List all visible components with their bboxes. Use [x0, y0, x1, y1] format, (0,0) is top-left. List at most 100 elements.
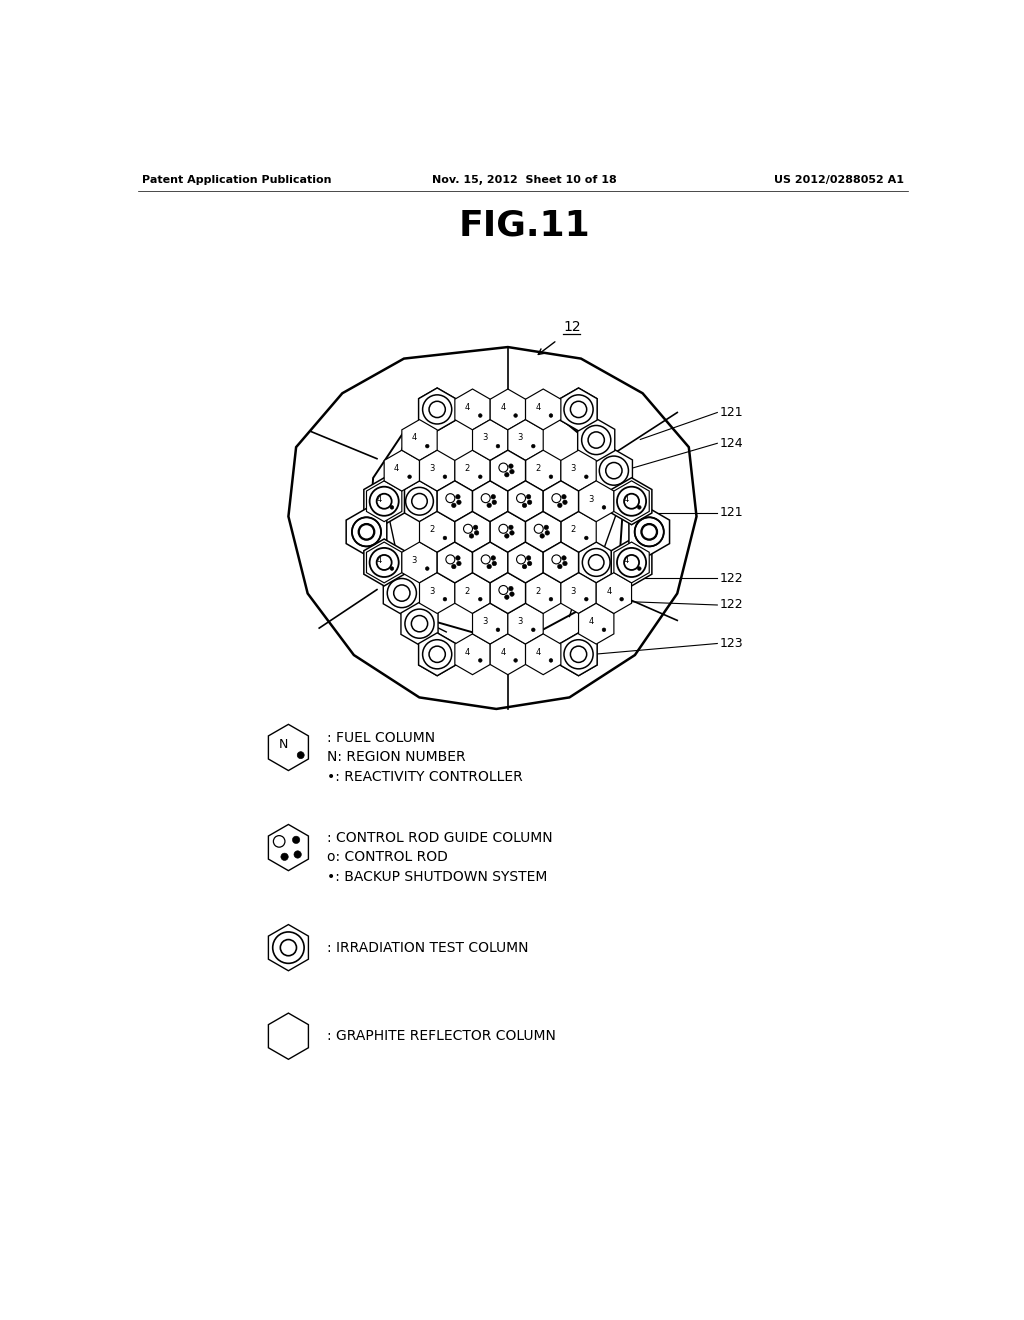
Polygon shape [455, 389, 490, 430]
Circle shape [478, 413, 482, 417]
Circle shape [510, 470, 514, 474]
Text: N: N [280, 738, 289, 751]
Polygon shape [364, 539, 404, 586]
Circle shape [443, 536, 446, 540]
Polygon shape [579, 480, 613, 521]
Circle shape [510, 531, 514, 535]
Circle shape [297, 751, 304, 759]
Circle shape [531, 445, 536, 447]
Polygon shape [384, 450, 420, 491]
Polygon shape [490, 511, 525, 552]
Circle shape [469, 533, 474, 539]
Polygon shape [560, 388, 597, 430]
Text: 3: 3 [482, 433, 487, 442]
Text: 3: 3 [589, 495, 594, 504]
Text: 4: 4 [624, 556, 629, 565]
Circle shape [487, 564, 492, 569]
Circle shape [492, 500, 497, 504]
Circle shape [505, 595, 509, 599]
Circle shape [602, 628, 606, 632]
Circle shape [443, 475, 446, 479]
Polygon shape [613, 543, 649, 583]
Circle shape [620, 598, 624, 601]
Polygon shape [525, 573, 561, 614]
Circle shape [457, 561, 461, 566]
Text: 4: 4 [394, 465, 399, 473]
Circle shape [522, 564, 526, 569]
Circle shape [509, 463, 513, 469]
Circle shape [490, 556, 496, 560]
Text: : IRRADIATION TEST COLUMN: : IRRADIATION TEST COLUMN [327, 941, 528, 954]
Text: 3: 3 [570, 465, 577, 473]
Circle shape [509, 586, 513, 591]
Circle shape [514, 413, 517, 417]
Text: 12: 12 [563, 319, 581, 334]
Circle shape [457, 500, 461, 504]
Polygon shape [420, 511, 455, 552]
Circle shape [585, 536, 588, 540]
Text: 3: 3 [429, 586, 435, 595]
Polygon shape [268, 825, 308, 871]
Polygon shape [367, 543, 401, 583]
Polygon shape [611, 478, 652, 525]
Polygon shape [401, 480, 437, 521]
Polygon shape [383, 572, 421, 615]
Polygon shape [472, 420, 508, 461]
Polygon shape [490, 634, 525, 675]
Text: : FUEL COLUMN: : FUEL COLUMN [327, 731, 435, 746]
Text: •: REACTIVITY CONTROLLER: •: REACTIVITY CONTROLLER [327, 770, 522, 784]
Polygon shape [525, 389, 561, 430]
Circle shape [558, 503, 562, 508]
Circle shape [490, 495, 496, 499]
Polygon shape [611, 539, 652, 586]
Text: 121: 121 [720, 506, 743, 519]
Text: 123: 123 [720, 638, 743, 649]
Text: 2: 2 [536, 465, 541, 473]
Circle shape [585, 475, 588, 479]
Text: 4: 4 [377, 495, 382, 504]
Circle shape [456, 495, 460, 499]
Text: •: BACKUP SHUTDOWN SYSTEM: •: BACKUP SHUTDOWN SYSTEM [327, 870, 547, 884]
Polygon shape [419, 632, 456, 676]
Polygon shape [508, 480, 543, 521]
Circle shape [585, 598, 588, 601]
Polygon shape [560, 388, 597, 430]
Polygon shape [525, 634, 561, 675]
Circle shape [526, 495, 530, 499]
Text: 3: 3 [482, 618, 487, 626]
Polygon shape [525, 450, 561, 491]
Text: 2: 2 [429, 525, 435, 535]
Circle shape [492, 561, 497, 566]
Text: 121: 121 [720, 407, 743, 418]
Polygon shape [631, 511, 668, 553]
Text: 4: 4 [465, 648, 470, 657]
Circle shape [638, 566, 641, 570]
Text: 122: 122 [720, 598, 743, 611]
Polygon shape [419, 632, 456, 676]
Text: FIG.11: FIG.11 [459, 209, 591, 243]
Circle shape [531, 628, 536, 632]
Circle shape [514, 659, 517, 663]
Text: 4: 4 [606, 586, 611, 595]
Circle shape [452, 503, 456, 508]
Circle shape [408, 475, 412, 479]
Circle shape [540, 533, 545, 539]
Circle shape [478, 475, 482, 479]
Circle shape [294, 851, 301, 858]
Text: 3: 3 [412, 556, 417, 565]
Text: 4: 4 [500, 403, 506, 412]
Circle shape [496, 445, 500, 447]
Circle shape [293, 836, 300, 843]
Text: 3: 3 [429, 465, 435, 473]
Text: 2: 2 [465, 465, 470, 473]
Circle shape [527, 500, 531, 504]
Text: : CONTROL ROD GUIDE COLUMN: : CONTROL ROD GUIDE COLUMN [327, 832, 553, 845]
Polygon shape [437, 543, 472, 583]
Circle shape [505, 533, 509, 539]
Polygon shape [579, 543, 613, 583]
Text: 124: 124 [720, 437, 743, 450]
Polygon shape [490, 389, 525, 430]
Text: 4: 4 [500, 648, 506, 657]
Circle shape [478, 659, 482, 663]
Polygon shape [490, 450, 525, 491]
